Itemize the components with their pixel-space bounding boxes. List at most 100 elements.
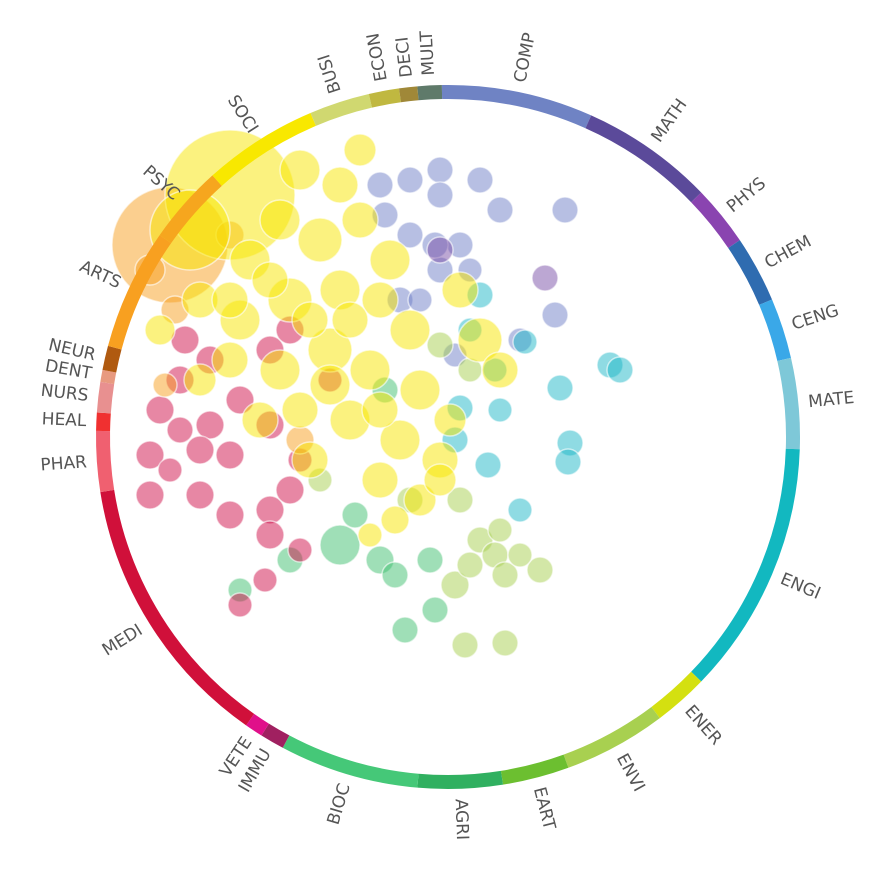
ring-segment [96,412,111,432]
ring-segment [417,85,443,101]
bubble [381,561,409,589]
bubble [486,196,514,224]
bubble [321,166,359,204]
bubble [512,329,538,355]
bubble [341,501,369,529]
bubble [357,522,383,548]
bubble [227,592,253,618]
bubble [251,261,289,299]
bubble [291,301,329,339]
bubble [149,189,231,271]
bubble [145,395,175,425]
bubble [546,374,574,402]
bubble [341,201,379,239]
segment-label: CHEM [761,232,815,273]
bubble [446,486,474,514]
bubble [403,483,437,517]
bubble [531,264,559,292]
bubble [211,281,249,319]
segment-label: MULT [417,30,439,76]
bubble [399,369,441,411]
segment-label: HEAL [41,409,87,431]
ring-segment [728,240,773,305]
bubble [361,391,399,429]
ring-segment [102,345,122,373]
segment-label: AGRI [451,798,472,840]
ring-segment [159,175,222,244]
segment-label: MEDI [99,620,147,660]
bubble [144,314,176,346]
bubble [241,401,279,439]
bubble [366,171,394,199]
bubble [211,341,249,379]
ring-segment [691,192,740,249]
ring-segment [651,671,702,719]
segment-label: ENGI [777,569,823,604]
ring-segment [107,235,172,350]
ring-segment [500,754,569,785]
bubble [421,596,449,624]
bubble [474,451,502,479]
ring-segment [441,85,592,129]
bubble [441,271,479,309]
ring-segment [100,369,117,385]
bubble [157,457,183,483]
bubble [275,475,305,505]
bubble [361,461,399,499]
bubble [343,133,377,167]
segment-label: ECON [363,31,392,83]
bubble [287,537,313,563]
bubble [135,440,165,470]
bubble [487,517,513,543]
bubble [166,416,194,444]
bubble [433,403,467,437]
segment-label: BUSI [314,52,345,96]
bubble [491,629,519,657]
segment-label: EART [529,785,559,833]
bubble [551,196,579,224]
bubble [349,349,391,391]
ring-segment [246,713,269,736]
ring-segment [282,735,419,788]
bubble [554,448,582,476]
ring-segment [585,115,702,203]
bubble [416,546,444,574]
ring-segment [310,94,373,126]
bubble [331,301,369,339]
bubble [379,419,421,461]
bubble [252,567,278,593]
ring-segment [691,448,800,682]
segment-label: PHYS [723,174,770,217]
ring-segment [368,88,402,108]
segment-label: BIOC [324,781,355,827]
bubble [451,631,479,659]
bubble [396,221,424,249]
bubble [389,309,431,351]
bubble [481,351,519,389]
ring-segment [96,430,115,493]
bubble [541,301,569,329]
bubble [606,356,634,384]
bubble [291,441,329,479]
bubble [279,149,321,191]
bubble [152,372,178,398]
bubble [426,181,454,209]
bubble [215,500,245,530]
bubble [507,542,533,568]
bubble [456,551,484,579]
bubble [457,317,503,363]
discipline-ring [96,85,800,789]
segment-label: ENER [680,701,726,749]
bubble [183,363,217,397]
segment-label: ENVI [612,750,649,795]
ring-segment [759,299,791,362]
bubble [185,480,215,510]
bubble [259,199,301,241]
ring-segment [212,112,316,186]
bubble [255,520,285,550]
bubble [319,524,361,566]
bubble [440,570,470,600]
bubble [526,556,554,584]
segment-label: MATH [647,95,691,146]
bubble [391,616,419,644]
